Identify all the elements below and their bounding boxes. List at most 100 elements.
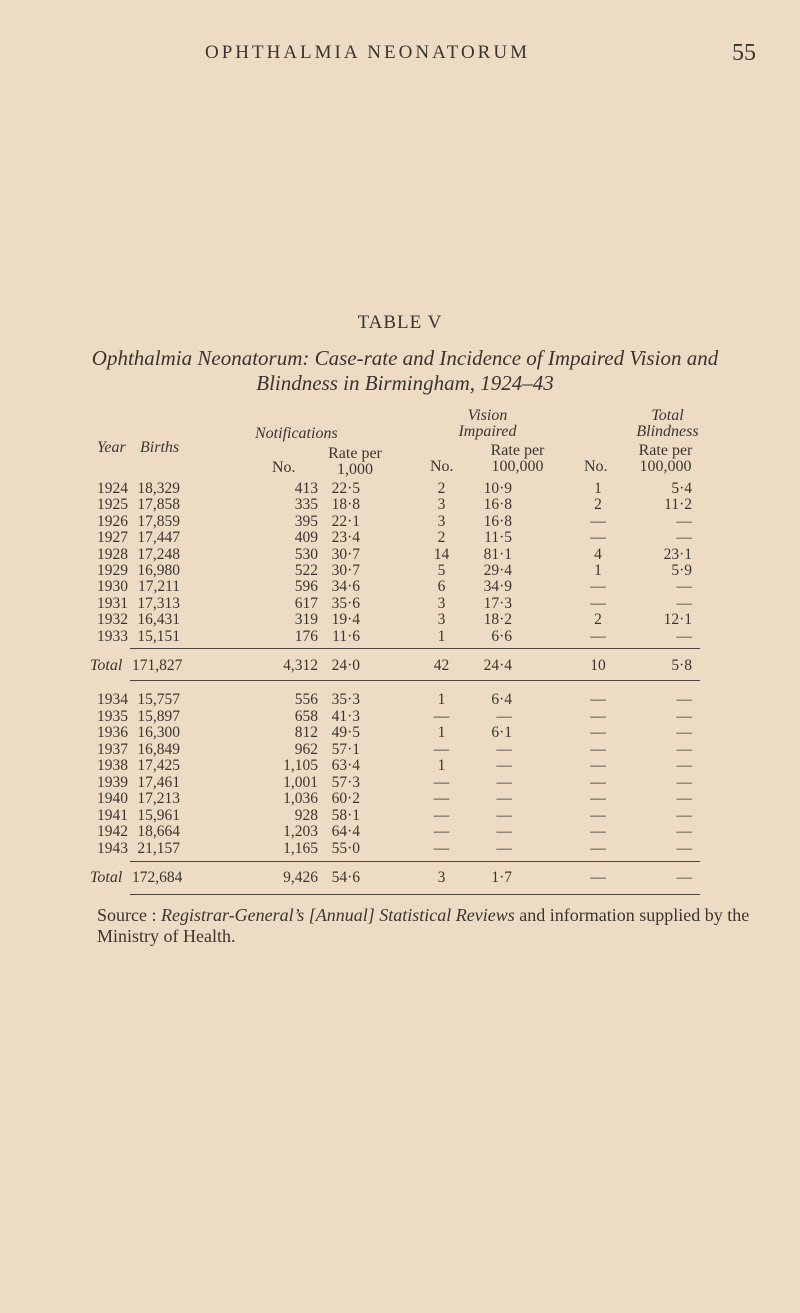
cell: 17,313	[137, 595, 180, 612]
cell: —	[676, 757, 693, 774]
cell: 5·9	[671, 562, 692, 579]
cell: —	[676, 708, 693, 725]
cell: —	[433, 807, 450, 824]
cell: 1,105	[283, 757, 318, 774]
cell: 16·8	[483, 496, 512, 513]
cell: 3	[437, 869, 446, 886]
cell: 1	[594, 480, 602, 497]
cell: 11·5	[484, 529, 512, 546]
source-label: Source :	[97, 905, 157, 925]
table-row: 1936 16,300 812 49·5 1 6·1 — —	[0, 725, 800, 741]
cell: 6·1	[491, 724, 512, 741]
cell: 24·0	[331, 657, 360, 674]
cell: 12·1	[663, 611, 692, 628]
table-row: 1931 17,313 617 35·6 3 17·3 — —	[0, 596, 800, 612]
cell: —	[590, 724, 606, 741]
cell: —	[496, 790, 513, 807]
cell: 3	[437, 611, 446, 628]
cell: —	[433, 774, 450, 791]
cell: 1,036	[283, 790, 318, 807]
cell: 10·9	[483, 480, 512, 497]
cell: —	[676, 869, 693, 886]
cell: 1940	[97, 790, 128, 807]
cell: —	[676, 840, 693, 857]
cell: Total	[90, 869, 123, 886]
cell: 17,461	[137, 774, 180, 791]
table-row: 1938 17,425 1,105 63·4 1 — — —	[0, 758, 800, 774]
cell: 29·4	[483, 562, 512, 579]
table-row: 1925 17,858 335 18·8 3 16·8 2 11·2	[0, 497, 800, 513]
table-row: 1933 15,151 176 11·6 1 6·6 — —	[0, 629, 800, 645]
table-row: 1940 17,213 1,036 60·2 — — — —	[0, 791, 800, 807]
cell: —	[590, 691, 606, 708]
rate-base-label: 100,000	[491, 458, 544, 475]
cell: 1,001	[283, 774, 318, 791]
cell: 17,858	[137, 496, 180, 513]
cell: 1934	[97, 691, 128, 708]
rate-per-label: Rate per	[328, 445, 382, 462]
cell: 1927	[97, 529, 128, 546]
cell: 15,961	[137, 807, 180, 824]
cell: 57·3	[331, 774, 360, 791]
cell: 18·2	[483, 611, 512, 628]
divider	[130, 648, 700, 649]
cell: 16,980	[137, 562, 180, 579]
cell: 3	[437, 513, 446, 530]
cell: 1942	[97, 823, 128, 840]
cell: —	[676, 724, 693, 741]
cell: 16,300	[137, 724, 180, 741]
header-notifications: Notifications	[255, 425, 338, 442]
cell: 16·8	[483, 513, 512, 530]
source-title: Registrar-General’s [Annual] Statistical…	[160, 905, 515, 925]
cell: 319	[294, 611, 318, 628]
cell: 64·4	[331, 823, 360, 840]
header-vision: Vision Impaired	[458, 407, 517, 440]
cell: —	[496, 757, 513, 774]
cell: 18,329	[137, 480, 180, 497]
cell: 1939	[97, 774, 128, 791]
cell: 1936	[97, 724, 128, 741]
total-row: Total 172,684 9,426 54·6 3 1·7 — —	[0, 870, 800, 886]
cell: 413	[294, 480, 318, 497]
table-caption: Ophthalmia Neonatorum: Case-rate and Inc…	[91, 346, 719, 395]
header-vision-no: No.	[430, 458, 454, 475]
cell: 1943	[97, 840, 128, 857]
cell: —	[590, 578, 606, 595]
cell: —	[676, 513, 693, 530]
cell: 5·8	[671, 657, 692, 674]
cell: 1941	[97, 807, 128, 824]
cell: 4,312	[283, 657, 318, 674]
cell: 49·5	[331, 724, 360, 741]
cell: 17,213	[137, 790, 180, 807]
cell: 172,684	[132, 869, 183, 886]
cell: 1937	[97, 741, 128, 758]
rate-base-label: 1,000	[337, 461, 373, 478]
cell: 63·4	[331, 757, 360, 774]
cell: 16,431	[137, 611, 180, 628]
rate-base-label: 100,000	[639, 458, 692, 475]
cell: —	[590, 757, 606, 774]
cell: 2	[437, 529, 446, 546]
cell: 2	[594, 611, 602, 628]
header-vision-rate: Rate per 100,000	[480, 443, 555, 475]
cell: 17·3	[483, 595, 512, 612]
cell: 617	[294, 595, 318, 612]
cell: 6	[437, 578, 446, 595]
cell: 11·6	[332, 628, 360, 645]
cell: 1	[437, 757, 446, 774]
cell: —	[676, 529, 693, 546]
table-row: 1941 15,961 928 58·1 — — — —	[0, 808, 800, 824]
header-year: Year	[97, 439, 126, 456]
cell: 9,426	[283, 869, 318, 886]
cell: 11·2	[664, 496, 692, 513]
cell: 41·3	[331, 708, 360, 725]
cell: 3	[437, 496, 446, 513]
cell: 812	[294, 724, 318, 741]
table-label: TABLE V	[357, 312, 443, 333]
cell: —	[433, 741, 450, 758]
cell: —	[590, 529, 606, 546]
cell: 19·4	[331, 611, 360, 628]
header-blindness: Total Blindness	[636, 407, 699, 440]
cell: —	[676, 741, 693, 758]
cell: —	[676, 628, 693, 645]
